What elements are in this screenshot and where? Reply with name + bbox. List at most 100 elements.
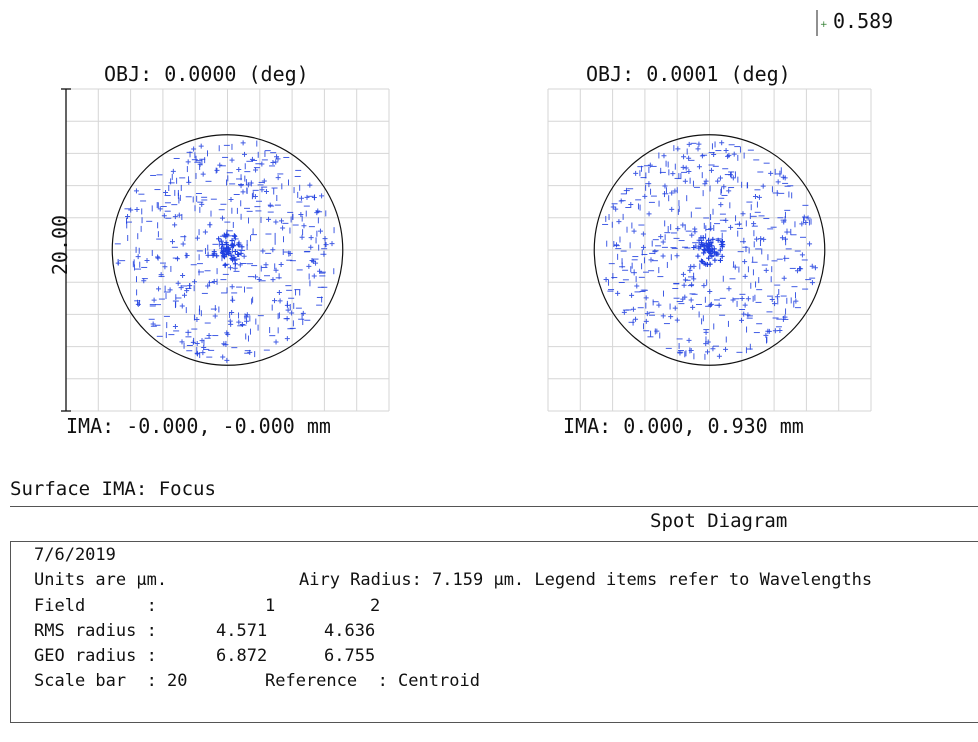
ray-point [229,238,235,244]
ray-point [238,183,244,189]
ray-point [675,146,681,152]
ray-point [289,310,295,316]
units-text: Units are µm. [34,570,168,590]
ray-point [236,319,242,325]
ray-point [274,154,280,160]
ray-point [253,167,259,173]
ray-point [184,288,190,294]
ray-point [155,254,161,260]
ray-point [618,198,624,204]
ray-point [198,143,204,149]
ray-point [689,282,695,288]
ray-point [317,268,323,274]
ray-point [227,318,233,324]
ray-point [780,174,786,180]
ray-point [690,304,696,310]
ray-point [219,242,225,248]
ray-point [220,251,226,257]
field-label: Field : [34,596,157,616]
field-2-value: 2 [370,596,381,616]
ray-point [686,141,692,147]
ray-point [658,234,664,240]
ray-point [728,224,734,230]
ray-point [276,290,282,296]
panel-title: Spot Diagram [650,510,788,532]
ray-point [135,301,141,307]
ray-point [229,157,235,163]
ray-point [686,155,692,161]
ray-point [194,341,200,347]
ray-point [656,302,662,308]
ray-point [726,286,732,292]
ray-point [161,213,167,219]
ray-point [712,257,718,263]
ray-point [172,222,178,228]
ray-point [151,297,157,303]
ray-point [279,218,285,224]
ray-point [284,336,290,342]
ray-point [236,167,242,173]
ray-point [681,154,687,160]
ray-point [610,204,616,210]
ray-point [680,222,686,228]
ray-point [172,324,178,330]
ray-point [662,183,668,189]
ray-point [680,271,686,277]
ray-point [307,182,313,188]
ray-point [156,286,162,292]
ray-point [726,152,732,158]
ray-point [715,178,721,184]
ray-point [709,253,715,259]
ray-point [194,317,200,323]
ray-point [763,332,769,338]
ray-point [273,219,279,225]
ray-point [644,311,650,317]
ray-point [319,193,325,199]
ray-point [699,259,705,265]
ray-point [277,298,283,304]
ray-point [698,258,704,264]
ray-point [206,333,212,339]
ray-point [708,226,714,232]
ray-point [643,318,649,324]
ray-point [232,257,238,263]
ray-point [719,253,725,259]
ray-point [205,252,211,258]
ray-point [699,153,705,159]
ray-point [628,201,634,207]
ray-point [719,239,725,245]
date-text: 7/6/2019 [34,545,116,565]
ray-point [242,151,248,157]
ray-point [696,141,702,147]
ray-point [169,239,175,245]
ray-point [616,219,622,225]
reference-text: Reference : Centroid [265,671,480,691]
geo-radius-field-1: 6.872 [216,646,268,666]
ray-point [696,164,702,170]
ray-point [613,242,619,248]
ray-point [155,255,161,261]
ray-point [763,267,769,273]
ray-point [807,241,813,247]
ray-point [240,189,246,195]
ray-point [731,151,737,157]
spot-plot-field-2 [547,88,872,412]
ray-point [185,159,191,165]
ray-point [172,214,178,220]
ray-point [228,197,234,203]
ray-point [232,249,238,255]
ray-point [781,275,787,281]
svg-text:+: + [820,20,828,30]
ray-point [704,243,710,249]
ray-point [688,297,694,303]
ray-point [670,171,676,177]
ray-point [783,236,789,242]
ray-point [646,211,652,217]
ray-point [660,239,666,245]
ray-point [621,309,627,315]
ray-point [742,259,748,265]
ray-point [224,330,230,336]
ray-point [633,316,639,322]
ray-point [232,233,238,239]
ray-point [194,235,200,241]
